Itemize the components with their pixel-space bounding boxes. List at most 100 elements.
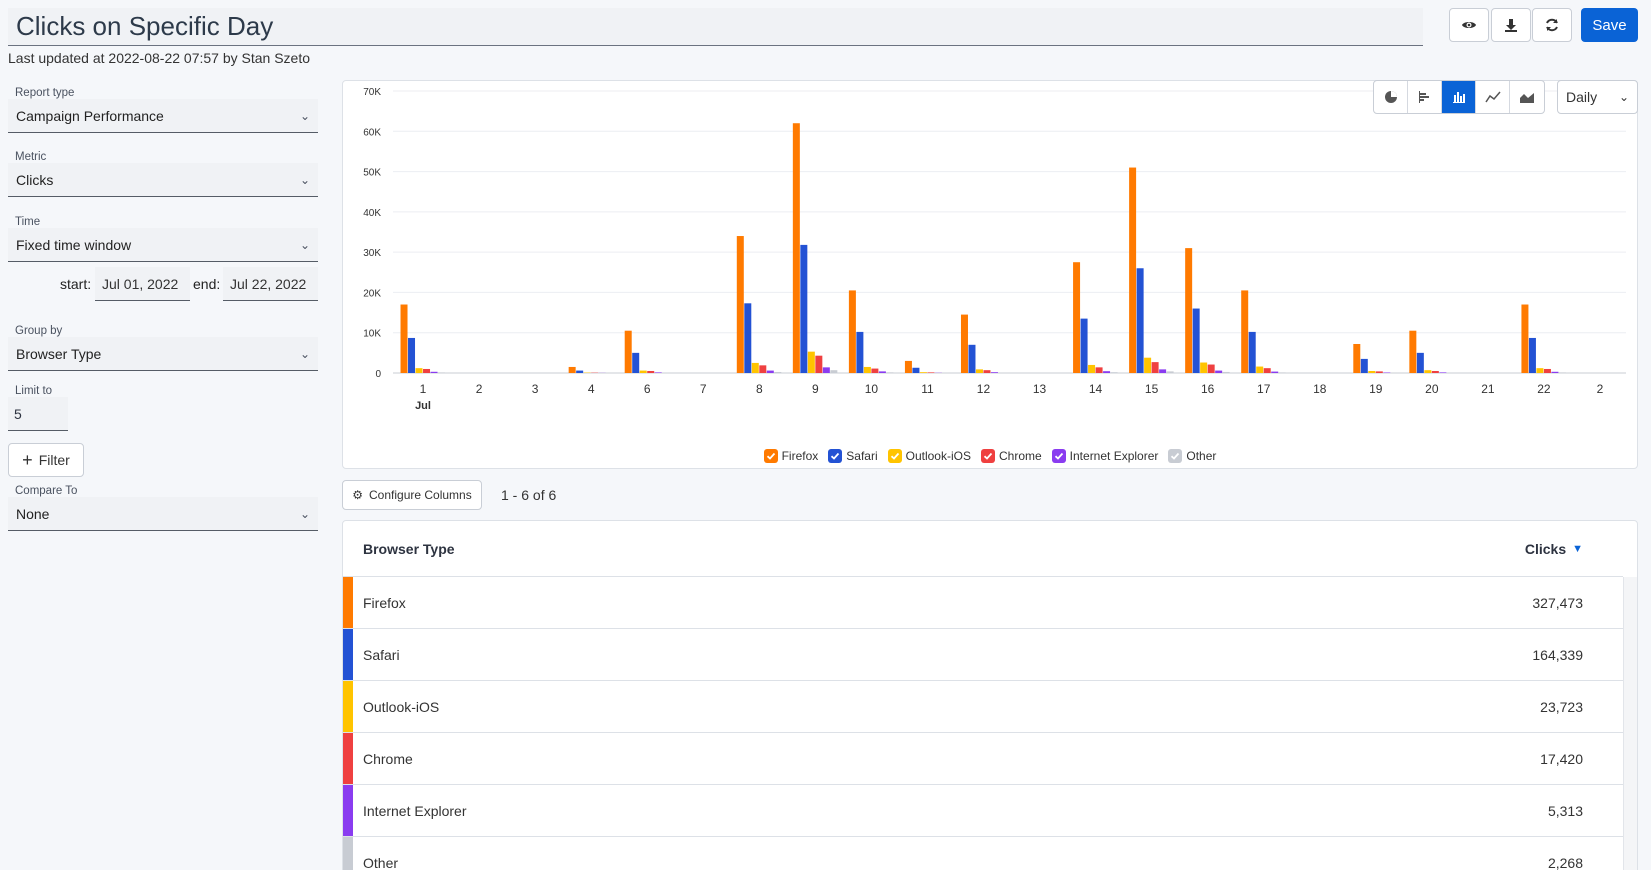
- time-select[interactable]: Fixed time window ⌄: [8, 228, 318, 262]
- bar-firefox[interactable]: [568, 366, 576, 373]
- start-date-input[interactable]: Jul 01, 2022: [95, 267, 190, 301]
- bar-chrome[interactable]: [759, 365, 767, 373]
- bar-chrome[interactable]: [1095, 367, 1103, 373]
- legend-item[interactable]: Internet Explorer: [1051, 449, 1158, 463]
- bar-other[interactable]: [774, 371, 782, 373]
- bar-firefox[interactable]: [960, 314, 968, 373]
- pie-chart-button[interactable]: [1374, 81, 1408, 113]
- legend-item[interactable]: Safari: [828, 449, 878, 463]
- bar-firefox[interactable]: [1241, 290, 1249, 373]
- bar-internet-explorer[interactable]: [1271, 371, 1279, 373]
- line-chart-button[interactable]: [1476, 81, 1510, 113]
- table-row[interactable]: Internet Explorer 5,313: [343, 785, 1623, 837]
- limit-input[interactable]: 5: [8, 397, 68, 431]
- table-scrollbar[interactable]: [1623, 577, 1637, 870]
- bar-safari[interactable]: [856, 331, 864, 373]
- bar-firefox[interactable]: [1521, 304, 1529, 373]
- bar-other[interactable]: [1558, 372, 1566, 373]
- table-row[interactable]: Outlook-iOS 23,723: [343, 681, 1623, 733]
- bar-other[interactable]: [830, 370, 838, 373]
- metric-select[interactable]: Clicks ⌄: [8, 163, 318, 197]
- table-row[interactable]: Firefox 327,473: [343, 577, 1623, 629]
- bar-other[interactable]: [1278, 372, 1286, 373]
- bar-outlook-ios[interactable]: [415, 368, 423, 373]
- bar-chrome[interactable]: [815, 355, 823, 373]
- bar-horizontal-button[interactable]: [1408, 81, 1442, 113]
- bar-vertical-button[interactable]: [1442, 81, 1476, 113]
- bar-safari[interactable]: [800, 244, 808, 373]
- bar-safari[interactable]: [744, 303, 752, 373]
- bar-firefox[interactable]: [400, 304, 408, 373]
- bar-internet-explorer[interactable]: [654, 372, 662, 373]
- bar-chrome[interactable]: [983, 370, 991, 373]
- bar-chrome[interactable]: [927, 372, 935, 373]
- bar-safari[interactable]: [968, 344, 976, 373]
- bar-chrome[interactable]: [647, 370, 655, 373]
- table-row[interactable]: Safari 164,339: [343, 629, 1623, 681]
- bar-outlook-ios[interactable]: [807, 351, 815, 373]
- bar-chrome[interactable]: [423, 368, 431, 373]
- end-date-input[interactable]: Jul 22, 2022: [223, 267, 318, 301]
- bar-other[interactable]: [1222, 371, 1230, 373]
- bar-safari[interactable]: [576, 370, 584, 373]
- legend-item[interactable]: Firefox: [763, 449, 818, 463]
- bar-other[interactable]: [886, 372, 894, 373]
- bar-firefox[interactable]: [1353, 343, 1361, 373]
- bar-firefox[interactable]: [1129, 167, 1137, 373]
- bar-outlook-ios[interactable]: [639, 370, 647, 373]
- bar-safari[interactable]: [1192, 308, 1200, 373]
- bar-firefox[interactable]: [1185, 248, 1193, 373]
- refresh-button[interactable]: [1532, 8, 1572, 42]
- bar-internet-explorer[interactable]: [990, 372, 998, 373]
- bar-safari[interactable]: [1360, 358, 1368, 373]
- bar-chrome[interactable]: [1207, 364, 1215, 373]
- bar-firefox[interactable]: [848, 290, 856, 373]
- bar-outlook-ios[interactable]: [919, 372, 927, 373]
- bar-safari[interactable]: [632, 352, 640, 373]
- column-header-clicks[interactable]: Clicks ▼: [1525, 541, 1583, 557]
- bar-outlook-ios[interactable]: [863, 366, 871, 373]
- bar-internet-explorer[interactable]: [430, 371, 438, 373]
- legend-item[interactable]: Other: [1168, 449, 1216, 463]
- bar-internet-explorer[interactable]: [1551, 371, 1559, 373]
- bar-chrome[interactable]: [1431, 370, 1439, 373]
- bar-internet-explorer[interactable]: [822, 367, 830, 373]
- bar-other[interactable]: [1166, 371, 1174, 373]
- report-type-select[interactable]: Campaign Performance ⌄: [8, 99, 318, 133]
- bar-firefox[interactable]: [1073, 262, 1081, 373]
- bar-firefox[interactable]: [1409, 330, 1417, 373]
- bar-outlook-ios[interactable]: [1144, 357, 1152, 373]
- bar-internet-explorer[interactable]: [878, 371, 886, 373]
- bar-safari[interactable]: [1080, 318, 1088, 373]
- bar-firefox[interactable]: [624, 330, 632, 373]
- bar-safari[interactable]: [1248, 331, 1256, 373]
- bar-chrome[interactable]: [1543, 368, 1551, 373]
- bar-outlook-ios[interactable]: [1088, 364, 1096, 373]
- bar-internet-explorer[interactable]: [1159, 369, 1167, 373]
- table-row[interactable]: Other 2,268: [343, 837, 1623, 870]
- bar-chrome[interactable]: [1375, 371, 1383, 373]
- bar-outlook-ios[interactable]: [975, 369, 983, 373]
- bar-internet-explorer[interactable]: [1215, 370, 1223, 373]
- configure-columns-button[interactable]: ⚙ Configure Columns: [342, 480, 482, 510]
- granularity-select[interactable]: Daily ⌄: [1557, 80, 1638, 114]
- group-by-select[interactable]: Browser Type ⌄: [8, 337, 318, 371]
- bar-other[interactable]: [438, 372, 446, 373]
- bar-firefox[interactable]: [904, 360, 912, 373]
- legend-item[interactable]: Chrome: [980, 449, 1042, 463]
- compare-select[interactable]: None ⌄: [8, 497, 318, 531]
- add-filter-button[interactable]: + Filter: [8, 443, 84, 477]
- bar-firefox[interactable]: [736, 236, 744, 373]
- bar-outlook-ios[interactable]: [1200, 362, 1208, 373]
- table-row[interactable]: Chrome 17,420: [343, 733, 1623, 785]
- bar-internet-explorer[interactable]: [766, 370, 774, 373]
- bar-chrome[interactable]: [1263, 368, 1271, 373]
- bar-chrome[interactable]: [1151, 362, 1159, 373]
- bar-safari[interactable]: [1528, 337, 1536, 373]
- download-button[interactable]: [1491, 8, 1531, 42]
- legend-item[interactable]: Outlook-iOS: [887, 449, 971, 463]
- bar-outlook-ios[interactable]: [751, 362, 759, 373]
- bar-internet-explorer[interactable]: [1439, 372, 1447, 373]
- bar-outlook-ios[interactable]: [1256, 366, 1264, 373]
- bar-firefox[interactable]: [792, 123, 800, 373]
